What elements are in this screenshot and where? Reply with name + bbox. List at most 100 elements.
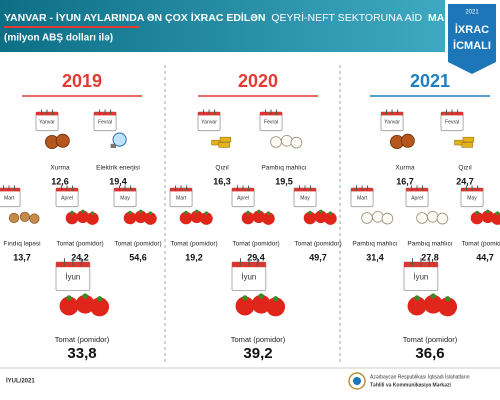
tomato-icon <box>144 212 157 225</box>
tomato-leaf <box>184 210 188 215</box>
calendar-month: May <box>300 196 310 202</box>
export-value: 12,6 <box>51 176 69 186</box>
tomato-icon <box>76 210 90 224</box>
calendar-month: Aprel <box>411 196 423 202</box>
gold-icon <box>218 142 230 148</box>
year: 2021 <box>410 71 450 91</box>
export-value: 24,2 <box>71 252 89 262</box>
tomato-leaf <box>495 211 500 215</box>
product-name: Qızıl <box>458 165 472 172</box>
tomato-leaf <box>246 210 250 215</box>
cotton-icon <box>280 135 293 147</box>
org-name: Azərbaycan Respublikası İqtisadi İslahat… <box>370 373 470 380</box>
tomato-leaf <box>96 296 103 302</box>
tomato-leaf <box>414 295 420 301</box>
tomato-leaf <box>128 210 132 215</box>
calendar-month: Yanvar <box>39 120 55 126</box>
tomato-leaf <box>81 209 85 214</box>
tomato-icon <box>190 210 204 224</box>
gold-icon <box>461 142 473 148</box>
product-name: Pambıq mahlıcı <box>352 241 397 248</box>
export-value: 19,4 <box>109 176 127 186</box>
calendar-top <box>0 188 21 192</box>
tomato-icon <box>438 297 458 317</box>
calendar-month: Yanvar <box>201 120 217 126</box>
product-name: Tomat (pomidor) <box>231 335 286 344</box>
calendar-month: Mart <box>4 196 15 202</box>
calendar-month: Aprel <box>237 196 249 202</box>
tomato-icon <box>324 212 337 225</box>
tomato-icon <box>86 212 99 225</box>
export-value: 24,7 <box>456 176 474 186</box>
nut-icon <box>19 211 30 222</box>
product-name: Tomat (pomidor) <box>56 241 103 248</box>
export-value: 19,5 <box>275 176 293 186</box>
cotton-icon <box>371 211 384 223</box>
product-name: Pambıq mahlıcı <box>407 241 452 248</box>
tomato-leaf <box>258 293 264 299</box>
tomato-leaf <box>430 293 436 299</box>
tomato-leaf <box>486 209 490 214</box>
tomato-leaf <box>148 211 153 215</box>
badge-line: İXRAC <box>455 23 489 36</box>
product-name: Tomat (pomidor) <box>232 241 279 248</box>
product-name: Tomat (pomidor) <box>55 335 110 344</box>
header-title: YANVAR - İYUN AYLARINDA ƏN ÇOX İXRAC EDİ… <box>4 11 473 24</box>
tomato-icon <box>262 212 275 225</box>
year: 2019 <box>62 71 102 91</box>
export-value: 13,7 <box>13 252 31 262</box>
gold-icon <box>219 136 232 143</box>
title-regular: QEYRİ-NEFT SEKTORUNA AİD <box>271 11 422 24</box>
title-bold: YANVAR - İYUN AYLARINDA ƏN ÇOX İXRAC EDİ… <box>4 11 265 24</box>
tomato-leaf <box>328 211 333 215</box>
product-name: Pambıq mahlıcı <box>261 165 306 172</box>
tomato-icon <box>407 296 427 316</box>
cotton-icon <box>416 212 428 224</box>
cotton-icon <box>270 136 282 148</box>
logo-inner <box>353 377 361 385</box>
badge-year: 2021 <box>465 10 479 16</box>
year: 2020 <box>238 71 278 91</box>
export-value: 39,2 <box>243 345 272 362</box>
calendar-month: Mart <box>176 196 187 202</box>
bulb-base <box>110 143 116 148</box>
tomato-icon <box>179 211 193 225</box>
tomato-icon <box>314 210 328 224</box>
tomato-icon <box>65 211 79 225</box>
tomato-leaf <box>444 296 451 302</box>
tomato-icon <box>123 211 137 225</box>
calendar-month: Fevral <box>264 120 278 126</box>
export-value: 16,3 <box>213 176 231 186</box>
product-name: Tomat (pomidor) <box>403 335 458 344</box>
badge-line: İCMALI <box>453 39 491 52</box>
calendar-month: Mart <box>357 196 368 202</box>
product-name: Xurma <box>50 165 70 172</box>
date-icon <box>55 133 70 148</box>
tomato-icon <box>481 210 495 224</box>
tomato-icon <box>252 210 266 224</box>
tomato-leaf <box>70 210 74 215</box>
product-name: Tomat (pomidor) <box>114 241 161 248</box>
product-name: Tomat (pomidor) <box>294 241 341 248</box>
calendar-month: Yanvar <box>384 120 400 126</box>
nut-icon <box>8 212 20 224</box>
calendar-month: May <box>120 196 130 202</box>
tomato-icon <box>470 211 484 225</box>
tomato-leaf <box>195 209 199 214</box>
columns: 2019 Yanvar Xurma 12,6 Fevral Elektrik enerji… <box>0 71 500 362</box>
export-value: 19,2 <box>185 252 203 262</box>
tomato-icon <box>266 297 286 317</box>
date-icon <box>400 133 415 148</box>
tomato-icon <box>134 210 148 224</box>
tomato-leaf <box>272 296 279 302</box>
calendar-month: May <box>467 196 477 202</box>
tomato-leaf <box>266 211 271 215</box>
cotton-icon <box>426 211 439 223</box>
tomato-icon <box>241 211 255 225</box>
calendar-month: İyun <box>414 273 429 282</box>
footer-date: İYUL/2021 <box>6 378 35 385</box>
tomato-leaf <box>139 209 143 214</box>
export-value: 16,7 <box>396 176 414 186</box>
tomato-icon <box>75 294 95 314</box>
